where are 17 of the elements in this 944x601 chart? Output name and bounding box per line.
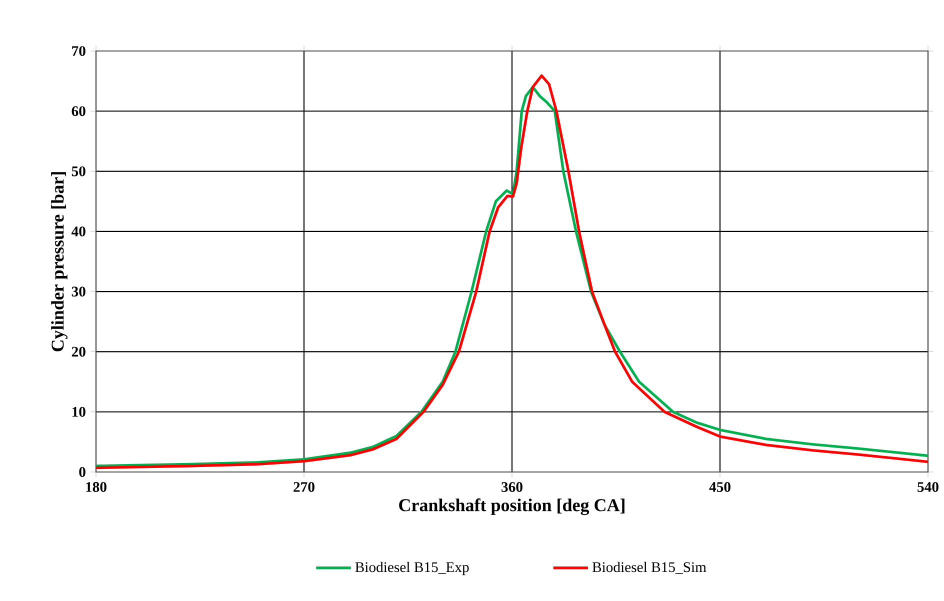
x-tick-label: 360 — [502, 482, 522, 492]
legend-label: Biodiesel B15_Exp — [355, 562, 469, 576]
y-tick-label: 40 — [72, 226, 86, 236]
y-tick-label: 20 — [72, 346, 86, 357]
y-tick-label: 70 — [72, 46, 86, 56]
y-tick-label: 60 — [72, 106, 86, 116]
x-tick-label: 270 — [294, 482, 314, 492]
x-axis-title: Crankshaft position [deg CA] — [399, 498, 624, 516]
legend-label: Biodiesel B15_Sim — [592, 562, 706, 574]
y-tick-label: 10 — [72, 406, 86, 417]
y-tick-label: 50 — [72, 166, 86, 176]
x-tick-label: 540 — [918, 482, 938, 492]
y-tick-label: 0 — [79, 467, 86, 477]
x-tick-label: 180 — [86, 482, 106, 492]
x-tick-label: 450 — [709, 482, 730, 492]
y-axis-title: Cylinder pressure [bar] — [51, 172, 68, 352]
y-tick-label: 30 — [72, 286, 86, 297]
